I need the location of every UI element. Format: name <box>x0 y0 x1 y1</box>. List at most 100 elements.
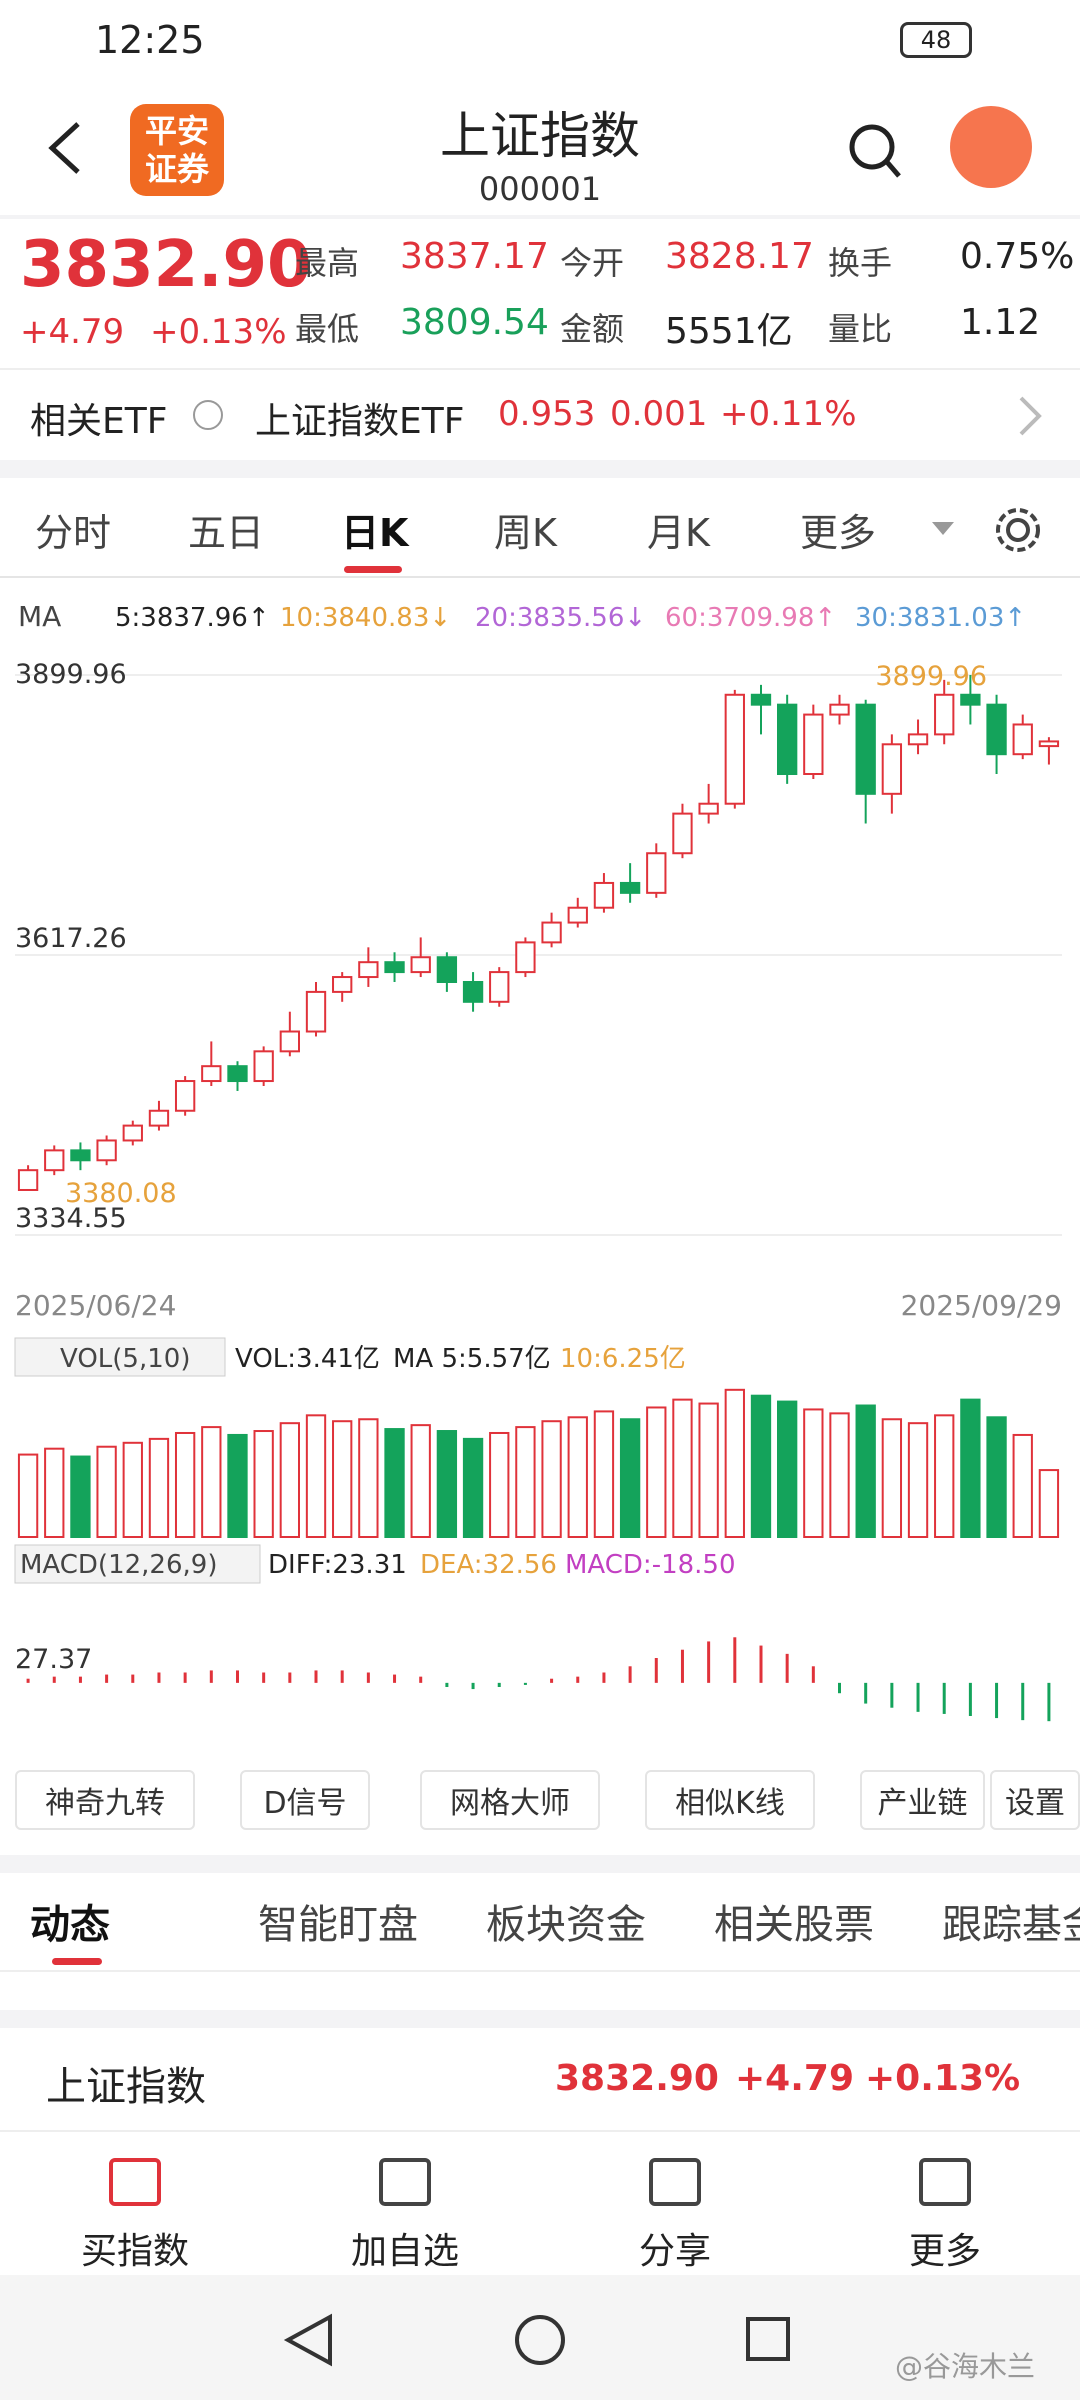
volume-bar <box>384 1428 405 1538</box>
ma-value: 30:3831.03↑ <box>855 603 1026 633</box>
volume-bar <box>672 1398 693 1538</box>
volume-bar <box>541 1420 562 1539</box>
start-date: 2025/06/24 <box>15 1289 176 1322</box>
stat-label: 最低 <box>295 310 360 348</box>
etf-price: 0.953 <box>498 394 596 434</box>
candle-body <box>593 881 615 909</box>
stat-value: 5551亿 <box>665 311 793 352</box>
info-tab[interactable]: 动态 <box>30 1902 110 1948</box>
ma-value: 60:3709.98↑ <box>665 603 836 633</box>
stat-label: 今开 <box>560 244 625 282</box>
tool-button[interactable]: 神奇九转 <box>15 1770 195 1830</box>
nav-back[interactable] <box>283 2313 332 2367</box>
volume-bar <box>934 1414 955 1539</box>
nav-recent[interactable] <box>746 2317 790 2361</box>
period-tab[interactable]: 五日 <box>188 511 265 555</box>
volume-bar <box>515 1426 536 1538</box>
candle-body <box>934 693 955 736</box>
change-percent: +0.13% <box>150 312 287 352</box>
macd-label: 27.37 <box>15 1644 92 1675</box>
etf-name[interactable]: 上证指数ETF <box>255 401 465 442</box>
info-tab[interactable]: 板块资金 <box>486 1902 646 1948</box>
stat-value: 0.75% <box>960 236 1075 277</box>
divider <box>0 2130 1080 2132</box>
volume-bar <box>1012 1433 1033 1539</box>
candle-body <box>17 1169 39 1191</box>
period-tab[interactable]: 分时 <box>35 511 112 555</box>
bottom-icon[interactable] <box>379 2158 431 2206</box>
candle-body <box>253 1050 274 1083</box>
tool-button[interactable]: 产业链 <box>860 1770 985 1830</box>
volume-bar <box>279 1422 300 1538</box>
volume-bar <box>227 1433 248 1539</box>
bottom-icon[interactable] <box>109 2158 161 2206</box>
avatar[interactable] <box>950 106 1032 188</box>
volume-bar <box>358 1418 379 1538</box>
candle-body <box>829 703 850 716</box>
dropdown <box>932 522 954 535</box>
tool-button[interactable]: D信号 <box>240 1770 370 1830</box>
summary-name: 上证指数 <box>46 2064 206 2110</box>
candle-body <box>803 713 824 776</box>
volume-bar <box>750 1394 772 1539</box>
nav-home[interactable] <box>515 2315 565 2365</box>
period-tab[interactable]: 月K <box>647 511 710 555</box>
volume-bar <box>829 1412 850 1538</box>
divider <box>0 1970 1080 1972</box>
info-icon[interactable] <box>193 400 223 430</box>
volume-bar <box>148 1437 170 1538</box>
candle-body <box>986 703 1007 756</box>
kline-chart: MA 5:3837.96↑ 10:3840.83↓ 20:3835.56↓ 60:370… <box>14 600 1062 1722</box>
bottom-icon[interactable] <box>649 2158 701 2206</box>
volume-bar <box>567 1416 588 1538</box>
tool-button[interactable]: 设置 <box>990 1770 1080 1830</box>
bottom-icon[interactable] <box>919 2158 971 2206</box>
low-label: 3380.08 <box>65 1178 177 1209</box>
candle-body <box>122 1124 143 1142</box>
bottom-label[interactable]: 加自选 <box>350 2231 459 2272</box>
volume-bar <box>96 1445 117 1538</box>
candle-body <box>174 1080 196 1112</box>
chevron[interactable] <box>1015 392 1045 440</box>
bottom-label[interactable]: 更多 <box>908 2231 981 2272</box>
watermark: @谷海木兰 <box>895 2350 1036 2383</box>
candle-body <box>44 1149 65 1172</box>
bottom-label[interactable]: 买指数 <box>80 2231 189 2272</box>
battery: 48 <box>900 22 972 58</box>
stat-label: 量比 <box>828 310 893 348</box>
candle-body <box>881 743 903 795</box>
divider <box>0 215 1080 219</box>
candle-body <box>541 921 562 944</box>
macd-legend: MACD:-18.50 <box>565 1550 736 1580</box>
info-tab[interactable]: 相关股票 <box>714 1902 874 1948</box>
change: +4.79 <box>20 312 125 352</box>
vol-legend: VOL:3.41亿 <box>235 1344 380 1374</box>
status-time: 12:25 <box>95 18 205 62</box>
period-tab[interactable]: 周K <box>494 511 557 555</box>
divider <box>0 2010 1080 2028</box>
stat-value: 3837.17 <box>400 236 549 277</box>
end-date: 2025/09/29 <box>901 1289 1062 1322</box>
candle-body <box>96 1139 117 1162</box>
summary-percent: +0.13% <box>865 2058 1021 2099</box>
search-button[interactable] <box>845 120 905 182</box>
tab-indicator <box>344 566 402 573</box>
info-tab[interactable]: 智能盯盘 <box>258 1902 418 1948</box>
tool-button[interactable]: 网格大师 <box>420 1770 600 1830</box>
back-button[interactable] <box>40 118 90 178</box>
period-tab[interactable]: 日K <box>341 511 409 555</box>
candle-body <box>70 1149 91 1162</box>
candle-body <box>384 961 405 974</box>
settings-icon[interactable] <box>990 502 1046 558</box>
stat-label: 金额 <box>560 310 625 348</box>
summary-price: 3832.90 <box>555 2058 719 2099</box>
page-title: 上证指数 <box>440 107 640 165</box>
etf-percent: +0.11% <box>720 394 857 434</box>
volume-bar <box>619 1418 641 1538</box>
info-tab[interactable]: 跟踪基金 <box>942 1902 1080 1948</box>
stat-value: 3809.54 <box>400 302 549 343</box>
period-tab[interactable]: 更多 <box>800 511 877 555</box>
tool-button[interactable]: 相似K线 <box>645 1770 815 1830</box>
bottom-label[interactable]: 分享 <box>638 2231 711 2272</box>
